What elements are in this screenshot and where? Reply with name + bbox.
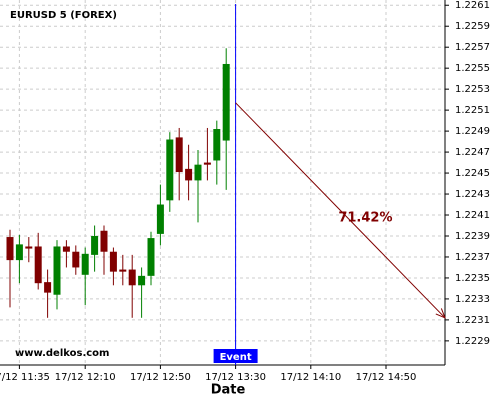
y-tick-label: 1.2239 [455, 231, 490, 242]
event-label: Event [220, 352, 252, 363]
x-tick-label: 17/12 14:10 [280, 372, 341, 383]
y-tick-label: 1.2259 [455, 21, 490, 32]
x-tick-label: 17/12 12:50 [130, 372, 191, 383]
x-tick-label: 17/12 13:30 [205, 372, 266, 383]
candle-body [203, 162, 211, 165]
candle-body [6, 237, 14, 261]
candle-body [128, 269, 136, 286]
candle-body [100, 230, 108, 252]
projection-label: 71.42% [338, 211, 392, 226]
candle-body [44, 282, 52, 293]
candle-body [119, 269, 127, 272]
projection-arrow [235, 102, 446, 319]
y-tick-label: 1.2251 [455, 105, 490, 116]
candle-body [15, 244, 23, 261]
candle-body [147, 238, 155, 276]
y-tick-label: 1.2257 [455, 42, 490, 53]
y-tick-label: 1.2247 [455, 147, 490, 158]
y-tick-label: 1.2241 [455, 210, 490, 221]
chart-title: EURUSD 5 (FOREX) [10, 10, 117, 21]
arrow-head [435, 308, 446, 319]
x-tick-label: 17/12 11:35 [0, 372, 50, 383]
y-tick-label: 1.2255 [455, 63, 490, 74]
y-tick-label: 1.2243 [455, 189, 490, 200]
x-axis-label: Date [211, 383, 246, 398]
y-tick-label: 1.2235 [455, 273, 490, 284]
candle-body [175, 137, 183, 173]
candle-body [81, 253, 89, 275]
candle-body [222, 63, 230, 141]
y-tick-label: 1.2253 [455, 84, 490, 95]
x-tick-label: 17/12 12:10 [55, 372, 116, 383]
y-tick-label: 1.2249 [455, 126, 490, 137]
y-tick-label: 1.2231 [455, 315, 490, 326]
candle-body [213, 129, 221, 161]
candle-body [62, 246, 70, 252]
candle-body [138, 275, 146, 286]
candle-body [166, 139, 174, 201]
watermark: www.delkos.com [15, 348, 109, 359]
x-tick-label: 17/12 14:50 [356, 372, 417, 383]
y-tick-label: 1.2237 [455, 252, 490, 263]
candle-body [109, 251, 117, 272]
candle-body [156, 204, 164, 234]
y-tick-label: 1.2245 [455, 168, 490, 179]
candle-body [72, 251, 80, 268]
event-badge [213, 349, 258, 363]
y-tick-label: 1.2229 [455, 336, 490, 347]
candle-body [91, 235, 99, 255]
candle-body [185, 168, 193, 181]
candle-body [194, 164, 202, 181]
candle-body [25, 246, 33, 249]
candle-body [53, 246, 61, 295]
y-tick-label: 1.2233 [455, 294, 490, 305]
candle-body [34, 246, 42, 284]
y-tick-label: 1.2261 [455, 0, 490, 11]
